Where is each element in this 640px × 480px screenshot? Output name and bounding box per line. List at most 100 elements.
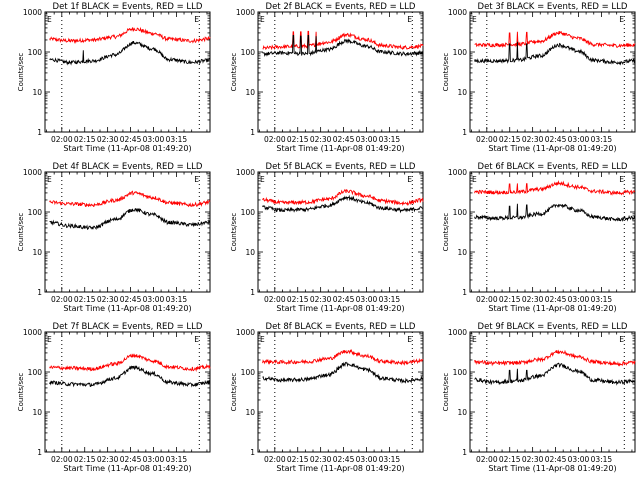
x-tick-label: 03:15 xyxy=(591,295,613,304)
x-tick-label: 02:00 xyxy=(51,135,73,144)
panel-title: Det 1f BLACK = Events, RED = LLD xyxy=(53,2,203,12)
start-marker: E xyxy=(47,15,52,24)
plot-frame xyxy=(257,331,424,453)
y-axis-label: Counts/sec xyxy=(442,373,450,412)
y-tick-label: 100 xyxy=(28,368,43,377)
x-tick-label: 03:00 xyxy=(568,295,590,304)
y-axis-label: Counts/sec xyxy=(17,373,25,412)
y-tick-label: 10 xyxy=(245,248,255,257)
start-marker: E xyxy=(47,175,52,184)
y-axis-label: Counts/sec xyxy=(230,53,238,92)
x-tick-label: 02:45 xyxy=(545,135,567,144)
lld-rate-line xyxy=(474,180,636,196)
x-tick-label: 02:45 xyxy=(545,455,567,464)
y-axis-label: Counts/sec xyxy=(17,53,25,92)
plot-frame xyxy=(44,11,211,133)
y-tick-label: 10 xyxy=(32,248,42,257)
x-tick-label: 02:30 xyxy=(97,135,119,144)
events-rate-line xyxy=(49,207,211,230)
panel-det-8: Det 8f BLACK = Events, RED = LLD 1 10 100 10… xyxy=(230,322,424,473)
end-marker: E xyxy=(194,335,199,344)
x-tick-label: 03:15 xyxy=(379,455,401,464)
panel-title: Det 7f BLACK = Events, RED = LLD xyxy=(53,322,203,332)
plot-frame xyxy=(44,171,211,293)
panel-det-9: Det 9f BLACK = Events, RED = LLD 1 10 100 10… xyxy=(442,322,636,473)
y-tick-label: 100 xyxy=(241,368,256,377)
y-axis-label: Counts/sec xyxy=(17,213,25,252)
lld-rate-line xyxy=(474,30,636,48)
y-tick-label: 100 xyxy=(28,208,43,217)
x-tick-label: 03:00 xyxy=(356,455,378,464)
start-marker: E xyxy=(472,175,477,184)
panel-det-2: Det 2f BLACK = Events, RED = LLD 1 10 100 10… xyxy=(230,2,424,153)
lld-rate-line xyxy=(49,26,211,44)
x-tick-label: 02:00 xyxy=(476,455,498,464)
x-tick-label: 02:30 xyxy=(97,295,119,304)
x-tick-label: 02:15 xyxy=(74,135,96,144)
y-tick-label: 1000 xyxy=(23,168,42,177)
start-marker: E xyxy=(260,335,265,344)
x-tick-label: 03:15 xyxy=(591,455,613,464)
y-tick-label: 1000 xyxy=(448,168,467,177)
x-tick-label: 03:00 xyxy=(143,455,165,464)
x-tick-label: 02:00 xyxy=(264,295,286,304)
events-rate-line xyxy=(474,203,636,222)
x-tick-label: 02:30 xyxy=(97,455,119,464)
y-tick-label: 1000 xyxy=(448,8,467,17)
x-tick-label: 02:15 xyxy=(499,455,521,464)
events-rate-line xyxy=(474,41,636,66)
x-tick-label: 02:30 xyxy=(310,295,332,304)
x-axis-label: Start Time (11-Apr-08 01:49:20) xyxy=(63,304,191,313)
y-tick-label: 1 xyxy=(462,448,467,457)
y-tick-label: 1 xyxy=(462,288,467,297)
x-axis-label: Start Time (11-Apr-08 01:49:20) xyxy=(276,144,404,153)
panel-det-1: Det 1f BLACK = Events, RED = LLD 1 10 100 10… xyxy=(17,2,211,153)
y-tick-label: 1 xyxy=(37,288,42,297)
x-tick-label: 02:15 xyxy=(499,295,521,304)
x-axis-label: Start Time (11-Apr-08 01:49:20) xyxy=(63,144,191,153)
x-tick-label: 02:15 xyxy=(74,455,96,464)
plot-frame xyxy=(469,11,636,133)
y-axis-label: Counts/sec xyxy=(442,53,450,92)
x-tick-label: 02:00 xyxy=(51,455,73,464)
plot-frame xyxy=(469,331,636,453)
x-tick-label: 02:45 xyxy=(333,295,355,304)
panel-title: Det 3f BLACK = Events, RED = LLD xyxy=(478,2,628,12)
start-marker: E xyxy=(472,15,477,24)
x-tick-label: 02:45 xyxy=(120,455,142,464)
x-tick-label: 02:45 xyxy=(333,455,355,464)
start-marker: E xyxy=(47,335,52,344)
panel-title: Det 5f BLACK = Events, RED = LLD xyxy=(266,162,416,172)
y-tick-label: 1 xyxy=(250,288,255,297)
x-tick-label: 03:00 xyxy=(568,135,590,144)
y-tick-label: 10 xyxy=(32,88,42,97)
x-tick-label: 02:30 xyxy=(522,295,544,304)
x-tick-label: 03:15 xyxy=(166,295,188,304)
y-tick-label: 100 xyxy=(241,48,256,57)
end-marker: E xyxy=(194,175,199,184)
x-tick-label: 03:00 xyxy=(356,295,378,304)
y-tick-label: 1 xyxy=(462,128,467,137)
x-tick-label: 03:00 xyxy=(356,135,378,144)
events-rate-line xyxy=(49,40,211,66)
events-rate-line xyxy=(262,34,424,58)
y-tick-label: 10 xyxy=(457,88,467,97)
end-marker: E xyxy=(619,335,624,344)
x-tick-label: 02:15 xyxy=(287,135,309,144)
x-tick-label: 03:00 xyxy=(568,455,590,464)
y-tick-label: 1 xyxy=(37,128,42,137)
y-tick-label: 1000 xyxy=(236,328,255,337)
events-rate-line xyxy=(474,362,636,386)
end-marker: E xyxy=(619,15,624,24)
panel-det-6: Det 6f BLACK = Events, RED = LLD 1 10 100 10… xyxy=(442,162,636,313)
lld-rate-line xyxy=(474,349,636,367)
y-tick-label: 100 xyxy=(453,208,468,217)
events-rate-line xyxy=(49,365,211,388)
end-marker: E xyxy=(194,15,199,24)
x-tick-label: 02:00 xyxy=(476,295,498,304)
lld-rate-line xyxy=(262,188,424,207)
x-tick-label: 02:30 xyxy=(310,135,332,144)
x-tick-label: 02:00 xyxy=(264,455,286,464)
x-tick-label: 02:45 xyxy=(545,295,567,304)
